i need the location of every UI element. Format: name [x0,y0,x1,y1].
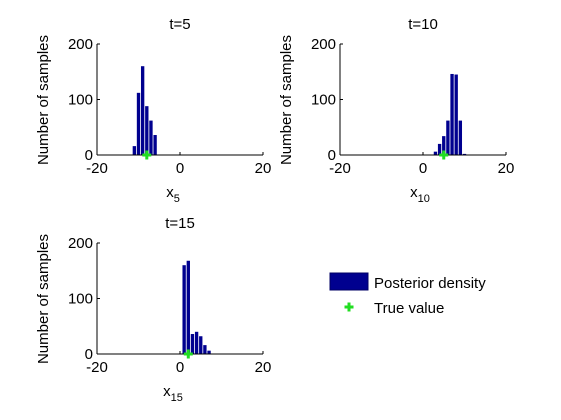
true-value-markers [142,150,152,160]
x-tick-label: 20 [255,359,272,376]
histogram-bar [194,331,199,354]
x-axis-label: x10 [410,184,430,205]
histogram-bar [186,260,190,354]
y-axis-label: Number of samples [278,35,295,165]
legend: Posterior density True value [329,272,486,317]
x-tick-label: -20 [329,160,351,177]
x-tick-label: 20 [255,160,272,177]
axes [339,43,507,156]
histogram-bar [149,120,153,155]
y-tick-label: 100 [68,92,93,109]
legend-swatch-posterior [329,272,369,291]
x-tick-label: 20 [498,160,515,177]
y-tick-labels: 0 100 200 [311,36,336,164]
x-axis-label: x15 [163,383,183,404]
subplot-title: t=15 [165,215,195,232]
axes [96,43,264,156]
histogram-bar [190,334,195,354]
true-value-markers [183,349,193,359]
y-tick-label: 0 [85,147,93,164]
histogram-bars [132,66,157,155]
x-tick-label: 0 [176,359,184,376]
histogram-bar [203,345,207,354]
y-tick-label: 0 [85,346,93,363]
x-tick-label: 0 [419,160,427,177]
y-tick-labels: 0 100 200 [68,235,93,363]
histogram-bar [153,135,157,155]
y-axis-label: Number of samples [35,35,52,165]
true-value-marker [142,150,152,160]
y-tick-labels: 0 100 200 [68,36,93,164]
histogram-bar [433,151,438,155]
subplot-title: t=5 [169,16,190,33]
histogram-bars [182,260,211,354]
histogram-bar [450,73,454,155]
histogram-bar [462,153,467,155]
y-tick-label: 200 [68,235,93,252]
histogram-bar [140,66,145,155]
x-tick-label: -20 [86,160,108,177]
y-tick-label: 100 [68,291,93,308]
x-tick-label: -20 [86,359,108,376]
legend-swatch-true-value [344,302,354,312]
legend-label-posterior: Posterior density [374,275,486,292]
y-tick-label: 200 [311,36,336,53]
histogram-bar [136,92,141,155]
y-tick-label: 100 [311,92,336,109]
histogram-bar [132,146,137,155]
histogram-bar [145,106,149,155]
histogram-bar [207,350,211,354]
axes [96,242,264,355]
histogram-bars [433,73,467,155]
histogram-bar [437,143,442,155]
histogram-bar [446,120,450,155]
subplot-title: t=10 [408,16,438,33]
histogram-bar [442,136,446,155]
histogram-bar [454,74,458,155]
histogram-bar [199,336,203,354]
legend-label-true-value: True value [374,300,444,317]
true-value-marker [439,150,449,160]
histogram-bar [458,120,463,155]
x-axis-label: x5 [166,184,180,205]
true-value-markers [439,150,449,160]
x-tick-labels: -20 0 20 [329,160,514,177]
histogram-bar [182,265,186,354]
x-tick-labels: -20 0 20 [86,160,271,177]
y-axis-label: Number of samples [35,234,52,364]
x-tick-label: 0 [176,160,184,177]
y-tick-label: 0 [328,147,336,164]
y-tick-label: 200 [68,36,93,53]
x-tick-labels: -20 0 20 [86,359,271,376]
true-value-marker [183,349,193,359]
